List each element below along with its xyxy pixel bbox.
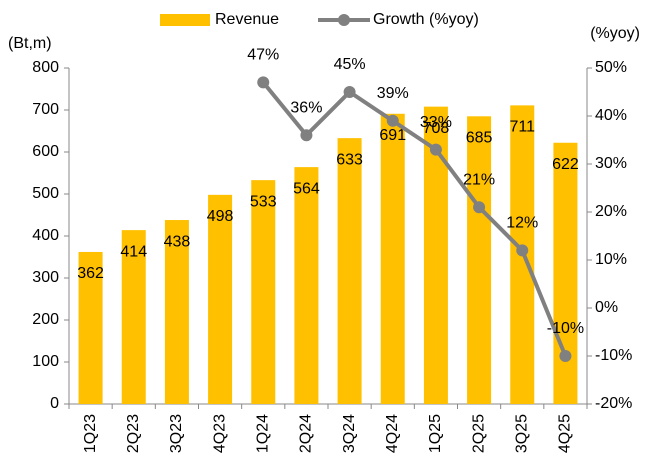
- x-tick-label: 2Q25: [470, 414, 487, 453]
- bar: [251, 180, 276, 404]
- y2-tick-label: -10%: [595, 347, 632, 364]
- x-tick-label: 4Q23: [211, 414, 228, 453]
- line: [261, 81, 568, 357]
- line-value-label: 21%: [463, 171, 495, 188]
- x-tick-label: 1Q24: [254, 414, 271, 453]
- y2-axis-label: (%yoy): [590, 25, 640, 42]
- bar: [380, 113, 405, 404]
- y2-tick-label: 30%: [595, 155, 627, 172]
- bar: [208, 194, 233, 404]
- line-value-label: 12%: [506, 215, 538, 232]
- bar: [337, 138, 362, 404]
- line-value-label: 39%: [377, 85, 409, 102]
- y-tick-label: 200: [32, 311, 59, 328]
- bar: [553, 142, 578, 404]
- x-tick-label: 2Q24: [298, 414, 315, 453]
- bar-value-label: 362: [77, 265, 104, 282]
- bar: [164, 220, 189, 404]
- line-value-label: 47%: [247, 47, 279, 64]
- y-tick-label: 400: [32, 227, 59, 244]
- y2-tick-label: 50%: [595, 59, 627, 76]
- y2-tick-label: 10%: [595, 251, 627, 268]
- line-value-label: -10%: [547, 320, 584, 337]
- line-marker: [300, 129, 313, 142]
- legend-label: Revenue: [215, 11, 279, 28]
- bar: [78, 251, 103, 404]
- line-value-label: 36%: [290, 99, 322, 116]
- y-tick-label: 0: [50, 395, 59, 412]
- y-axis-label: (Bt,m): [8, 35, 52, 52]
- bar-value-label: 438: [164, 233, 191, 250]
- y2-tick-label: -20%: [595, 395, 632, 412]
- bar-value-label: 708: [423, 120, 450, 137]
- bar: [121, 230, 146, 404]
- legend-label: Growth (%yoy): [373, 11, 479, 28]
- x-tick-label: 4Q24: [384, 414, 401, 453]
- y-tick-label: 600: [32, 143, 59, 160]
- line-marker: [429, 143, 442, 156]
- bar: [467, 116, 492, 405]
- x-tick-label: 1Q25: [427, 414, 444, 453]
- x-tick-label: 4Q25: [557, 414, 574, 453]
- bar-value-label: 685: [466, 130, 493, 147]
- y-tick-label: 800: [32, 59, 59, 76]
- x-tick-label: 1Q23: [82, 414, 99, 453]
- y-tick-label: 100: [32, 353, 59, 370]
- legend-swatch-marker: [338, 14, 350, 26]
- y2-tick-label: 40%: [595, 107, 627, 124]
- line-value-label: 33%: [420, 114, 452, 131]
- line-marker: [473, 201, 486, 214]
- x-tick-label: 2Q23: [125, 414, 142, 453]
- y2-tick-label: 0%: [595, 299, 618, 316]
- bar-value-label: 622: [552, 156, 579, 173]
- bar-value-label: 691: [379, 127, 406, 144]
- bar-value-label: 533: [250, 193, 277, 210]
- y2-tick-label: 20%: [595, 203, 627, 220]
- x-tick-label: 3Q25: [513, 414, 530, 453]
- bar-value-label: 633: [336, 151, 363, 168]
- y-tick-label: 700: [32, 101, 59, 118]
- bar-value-label: 564: [293, 180, 320, 197]
- x-tick-label: 3Q23: [168, 414, 185, 453]
- bar: [423, 106, 448, 404]
- y-tick-label: 500: [32, 185, 59, 202]
- x-tick-label: 3Q24: [341, 414, 358, 453]
- legend-swatch: [160, 14, 210, 26]
- line-marker: [343, 86, 356, 98]
- line-marker: [559, 350, 572, 362]
- line-value-label: 45%: [334, 56, 366, 73]
- line-marker: [386, 114, 399, 127]
- bar-value-label: 414: [120, 243, 147, 260]
- bar: [294, 167, 319, 404]
- line-marker: [516, 244, 529, 257]
- bar-value-label: 498: [207, 208, 234, 225]
- y-tick-label: 300: [32, 269, 59, 286]
- bar-value-label: 711: [509, 119, 535, 136]
- line-marker: [257, 76, 270, 89]
